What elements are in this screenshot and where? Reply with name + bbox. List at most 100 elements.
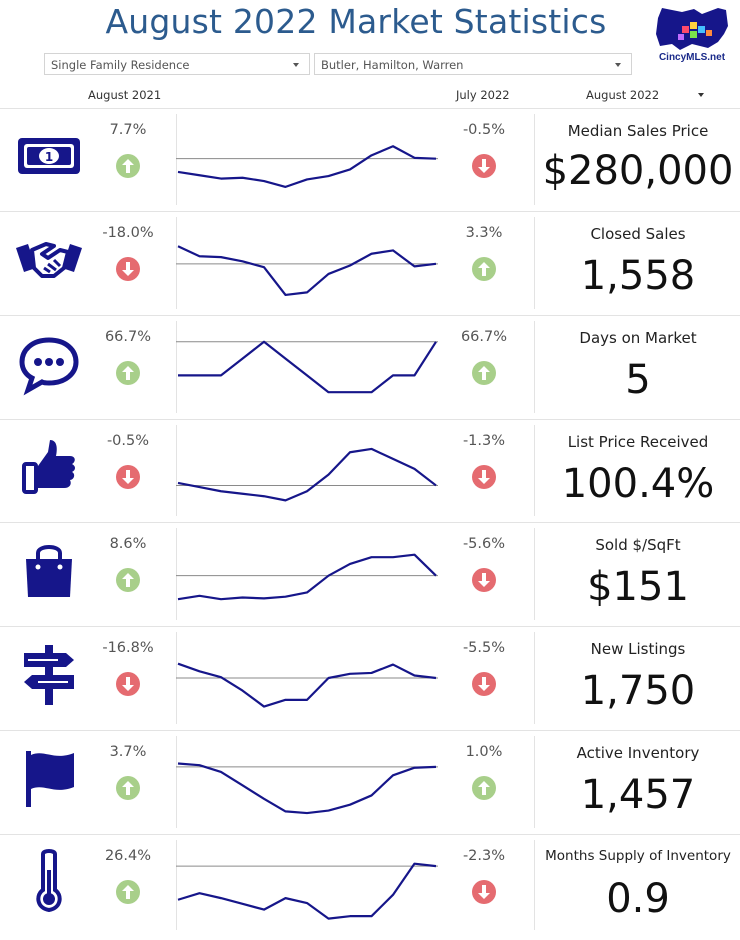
logo-text: CincyMLS.net: [658, 52, 726, 63]
trend-sparkline: [176, 447, 438, 502]
trend-line: [177, 145, 437, 188]
arrow-up-icon: [472, 257, 496, 281]
county-value: Butler, Hamilton, Warren: [321, 58, 464, 72]
metric-row: 66.7% 66.7% Days on Market 5: [0, 315, 740, 419]
month-over-month-change: 1.0%: [465, 744, 503, 760]
logo: CincyMLS.net: [652, 4, 732, 66]
metric-label: Median Sales Price: [567, 122, 709, 140]
month-over-month-change: 3.3%: [465, 225, 503, 241]
chart-axis: [176, 114, 177, 205]
metric-value: $151: [587, 564, 689, 610]
handshake-icon: [14, 224, 84, 294]
row-divider: [0, 522, 740, 523]
svg-text:1: 1: [45, 150, 53, 164]
metric-label: Closed Sales: [590, 225, 686, 243]
year-over-year-change: -18.0%: [102, 225, 154, 241]
metric-label: Months Supply of Inventory: [545, 848, 731, 864]
arrow-down-icon: [116, 465, 140, 489]
property-type-select[interactable]: Single Family Residence: [44, 53, 310, 75]
arrow-up-icon: [472, 361, 496, 385]
year-over-year-change: -0.5%: [106, 433, 150, 449]
column-divider: [534, 321, 535, 413]
year-over-year-change: 8.6%: [109, 536, 147, 552]
column-divider: [534, 114, 535, 205]
metric-value: 5: [625, 357, 651, 403]
chart-axis: [176, 425, 177, 516]
trend-line: [177, 245, 437, 297]
trend-sparkline: [176, 145, 438, 188]
chevron-down-icon: [293, 63, 299, 67]
arrow-down-icon: [472, 672, 496, 696]
column-divider: [534, 425, 535, 516]
metric-row: 1 7.7% -0.5% Median Sales Price $280,000: [0, 108, 740, 211]
page-title: August 2022 Market Statistics: [105, 2, 607, 41]
metric-row: -18.0% 3.3% Closed Sales 1,558: [0, 211, 740, 315]
year-over-year-change: 26.4%: [104, 848, 152, 864]
column-divider: [534, 736, 535, 828]
metric-label: Active Inventory: [576, 744, 700, 762]
property-type-value: Single Family Residence: [51, 58, 190, 72]
chevron-down-icon[interactable]: [698, 93, 704, 97]
trend-line: [178, 340, 437, 394]
chat-icon: [14, 328, 84, 398]
year-over-year-change: 7.7%: [109, 122, 147, 138]
trend-line: [177, 447, 437, 502]
chart-axis: [176, 321, 177, 413]
month-over-month-change: -5.6%: [462, 536, 506, 552]
column-divider: [534, 632, 535, 724]
row-divider: [0, 211, 740, 212]
row-divider: [0, 315, 740, 316]
arrow-down-icon: [116, 257, 140, 281]
trend-sparkline: [176, 662, 438, 708]
column-header-middle: July 2022: [456, 88, 510, 102]
arrow-up-icon: [116, 154, 140, 178]
trend-sparkline: [176, 553, 438, 601]
trend-sparkline: [176, 340, 438, 394]
arrow-down-icon: [472, 880, 496, 904]
column-divider: [534, 217, 535, 309]
arrow-down-icon: [472, 568, 496, 592]
row-divider: [0, 419, 740, 420]
metric-label: Days on Market: [579, 329, 697, 347]
metric-value: 100.4%: [561, 461, 715, 507]
chart-axis: [176, 217, 177, 309]
arrow-up-icon: [116, 568, 140, 592]
arrow-down-icon: [472, 465, 496, 489]
trend-line: [177, 662, 437, 708]
row-divider: [0, 626, 740, 627]
metric-value: 0.9: [606, 876, 670, 922]
month-select[interactable]: August 2022: [586, 88, 660, 102]
trend-sparkline: [176, 762, 438, 815]
month-over-month-change: -1.3%: [462, 433, 506, 449]
signpost-icon: [14, 639, 84, 709]
trend-line: [177, 762, 437, 815]
month-over-month-change: -2.3%: [462, 848, 506, 864]
arrow-up-icon: [116, 361, 140, 385]
column-header-left: August 2021: [88, 88, 162, 102]
county-select[interactable]: Butler, Hamilton, Warren: [314, 53, 632, 75]
chart-axis: [176, 528, 177, 620]
month-over-month-change: -5.5%: [462, 640, 506, 656]
column-divider: [534, 840, 535, 930]
metric-value: $280,000: [542, 148, 734, 194]
chart-axis: [176, 840, 177, 930]
row-divider: [0, 730, 740, 731]
chevron-down-icon: [615, 63, 621, 67]
thumbs-up-icon: [14, 432, 84, 502]
thermometer-icon: [14, 846, 84, 916]
metric-row: 3.7% 1.0% Active Inventory 1,457: [0, 730, 740, 834]
metric-value: 1,457: [580, 772, 696, 818]
trend-sparkline: [176, 245, 438, 297]
metric-label: List Price Received: [567, 433, 709, 451]
money-icon: 1: [14, 121, 84, 191]
arrow-up-icon: [116, 776, 140, 800]
year-over-year-change: -16.8%: [102, 640, 154, 656]
trend-line: [177, 862, 437, 920]
year-over-year-change: 66.7%: [104, 329, 152, 345]
arrow-up-icon: [472, 776, 496, 800]
month-over-month-change: 66.7%: [460, 329, 508, 345]
row-divider: [0, 108, 740, 109]
month-over-month-change: -0.5%: [462, 122, 506, 138]
metric-row: -16.8% -5.5% New Listings 1,750: [0, 626, 740, 730]
metric-label: Sold $/SqFt: [595, 536, 681, 554]
